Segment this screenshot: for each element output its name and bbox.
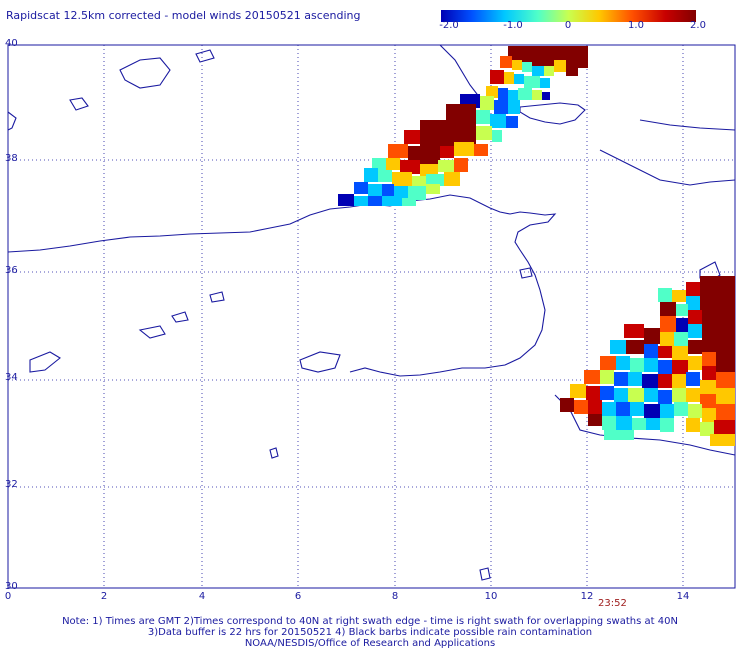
coastlines bbox=[7, 44, 736, 581]
island-coastline bbox=[209, 291, 225, 303]
wind-swath-north bbox=[338, 46, 588, 206]
island-coastline bbox=[171, 311, 189, 323]
ibiza-coastline bbox=[69, 97, 89, 111]
lat-label: 40 bbox=[5, 38, 18, 49]
graticule bbox=[8, 45, 735, 588]
lon-label: 8 bbox=[391, 591, 399, 602]
lat-label: 34 bbox=[5, 372, 18, 383]
lon-label: 2 bbox=[100, 591, 108, 602]
africa-coastline bbox=[7, 194, 557, 377]
sicily-coastline bbox=[519, 102, 586, 125]
lat-label: 32 bbox=[5, 479, 18, 490]
menorca-coastline bbox=[195, 49, 215, 63]
lat-label: 30 bbox=[5, 581, 18, 592]
lat-label: 38 bbox=[5, 153, 18, 164]
note-line-2: 3)Data buffer is 22 hrs for 20150521 4) … bbox=[147, 627, 593, 638]
lon-label: 10 bbox=[484, 591, 498, 602]
colorbar-tick-label: -2.0 bbox=[439, 20, 459, 31]
map-title: Rapidscat 12.5km corrected - model winds… bbox=[6, 9, 361, 22]
map-frame bbox=[7, 44, 736, 589]
island-coastline bbox=[299, 351, 341, 373]
lon-label: 12 bbox=[580, 591, 594, 602]
lon-label: 14 bbox=[676, 591, 690, 602]
lon-label: 4 bbox=[198, 591, 206, 602]
lon-label: 6 bbox=[294, 591, 302, 602]
lat-label: 36 bbox=[5, 265, 18, 276]
island-coastline bbox=[138, 325, 166, 339]
greece-coastline bbox=[599, 149, 736, 186]
wind-swath-southeast bbox=[560, 276, 735, 446]
colorbar-tick-label: -1.0 bbox=[503, 20, 523, 31]
island-coastline bbox=[29, 351, 61, 373]
colorbar-tick-label: 0 bbox=[564, 20, 572, 31]
swath-time-label: 23:52 bbox=[598, 598, 627, 609]
colorbar-tick-label: 2.0 bbox=[690, 20, 706, 31]
mallorca-coastline bbox=[119, 57, 171, 89]
spain-coastline bbox=[7, 111, 17, 131]
note-line-3: NOAA/NESDIS/Office of Research and Appli… bbox=[244, 638, 496, 649]
colorbar-tick-label: 1.0 bbox=[628, 20, 644, 31]
island-coastline bbox=[519, 267, 533, 279]
island-coastline bbox=[269, 447, 279, 459]
island-coastline bbox=[479, 567, 491, 581]
note-line-1: Note: 1) Times are GMT 2)Times correspon… bbox=[62, 616, 678, 627]
colorbar bbox=[441, 10, 696, 22]
lon-label: 0 bbox=[4, 591, 12, 602]
